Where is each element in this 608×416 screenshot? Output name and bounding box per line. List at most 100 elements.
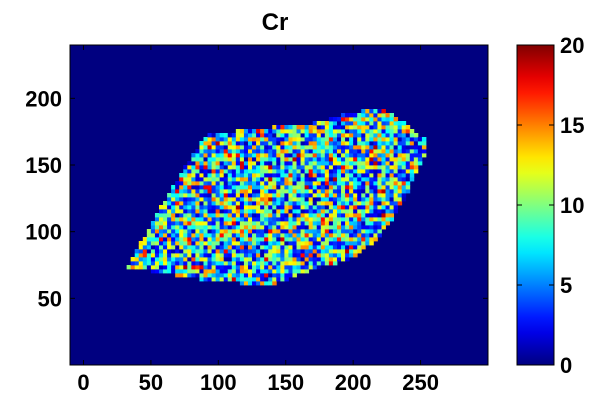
heatmap-cell (381, 185, 386, 190)
heatmap-cell (207, 181, 212, 186)
heatmap-cell (211, 201, 217, 206)
heatmap-cell (195, 193, 200, 198)
heatmap-cell (207, 245, 212, 250)
heatmap-cell (256, 173, 261, 178)
heatmap-cell (268, 161, 273, 166)
heatmap-cell (195, 261, 200, 266)
heatmap-cell (215, 149, 221, 154)
heatmap-cell (373, 233, 378, 238)
heatmap-cell (373, 149, 378, 154)
heatmap-cell (369, 181, 374, 186)
heatmap-cell (243, 161, 249, 166)
heatmap-cell (304, 257, 310, 262)
heatmap-cell (385, 121, 390, 126)
heatmap-cell (247, 253, 253, 258)
heatmap-cell (284, 265, 289, 270)
heatmap-cell (401, 193, 407, 198)
heatmap-cell (215, 269, 221, 274)
heatmap-cell (227, 221, 233, 226)
heatmap-cell (264, 149, 269, 154)
heatmap-cell (332, 217, 338, 222)
heatmap-cell (405, 149, 411, 154)
heatmap-cell (171, 233, 176, 238)
heatmap-cell (211, 185, 217, 190)
heatmap-cell (203, 161, 208, 166)
heatmap-cell (276, 141, 281, 146)
heatmap-cell (397, 177, 403, 182)
heatmap-cell (243, 149, 249, 154)
heatmap-cell (231, 169, 237, 174)
heatmap-cell (252, 281, 257, 286)
heatmap-cell (405, 133, 411, 138)
heatmap-cell (284, 197, 289, 202)
heatmap-cell (203, 209, 208, 214)
heatmap-cell (324, 245, 330, 250)
heatmap-cell (397, 169, 403, 174)
heatmap-cell (332, 141, 338, 146)
chart-title: Cr (262, 9, 289, 36)
heatmap-cell (328, 213, 334, 218)
heatmap-cell (292, 201, 297, 206)
heatmap-cell (385, 129, 390, 134)
heatmap-cell (353, 149, 358, 154)
heatmap-cell (191, 269, 196, 274)
heatmap-cell (179, 269, 184, 274)
heatmap-cell (349, 141, 354, 146)
heatmap-cell (332, 129, 338, 134)
heatmap-cell (349, 133, 354, 138)
heatmap-cell (231, 165, 237, 170)
heatmap-cell (215, 205, 221, 210)
heatmap-cell (256, 133, 261, 138)
heatmap-cell (146, 261, 152, 266)
heatmap-cell (227, 205, 233, 210)
heatmap-cell (211, 205, 217, 210)
heatmap-cell (401, 181, 407, 186)
heatmap-cell (316, 125, 322, 130)
heatmap-cell (219, 201, 225, 206)
heatmap-cell (349, 225, 354, 230)
heatmap-cell (389, 117, 395, 122)
heatmap-cell (227, 261, 233, 266)
heatmap-cell (207, 229, 212, 234)
heatmap-cell (349, 117, 354, 122)
heatmap-cell (336, 133, 342, 138)
heatmap-cell (223, 161, 229, 166)
heatmap-cell (171, 261, 176, 266)
heatmap-cell (288, 177, 293, 182)
heatmap-cell (336, 245, 342, 250)
heatmap-cell (316, 253, 322, 258)
heatmap-cell (207, 137, 212, 142)
heatmap-cell (296, 213, 301, 218)
heatmap-cell (328, 117, 334, 122)
heatmap-cell (276, 217, 281, 222)
heatmap-cell (256, 253, 261, 258)
heatmap-cell (284, 145, 289, 150)
heatmap-cell (268, 237, 273, 242)
heatmap-cell (227, 277, 233, 282)
heatmap-cell (231, 161, 237, 166)
heatmap-cell (203, 201, 208, 206)
heatmap-cell (304, 177, 310, 182)
heatmap-cell (203, 145, 208, 150)
heatmap-cell (341, 217, 346, 222)
heatmap-cell (373, 221, 378, 226)
heatmap-cell (361, 109, 366, 114)
heatmap-cell (256, 265, 261, 270)
heatmap-cell (296, 165, 301, 170)
heatmap-cell (328, 161, 334, 166)
heatmap-cell (146, 229, 152, 234)
heatmap-cell (211, 141, 217, 146)
heatmap-cell (357, 229, 362, 234)
heatmap-cell (280, 141, 285, 146)
heatmap-cell (369, 145, 374, 150)
heatmap-cell (332, 145, 338, 150)
heatmap-cell (316, 197, 322, 202)
heatmap-cell (296, 197, 301, 202)
heatmap-cell (353, 233, 358, 238)
heatmap-cell (365, 117, 370, 122)
heatmap-cell (341, 249, 346, 254)
heatmap-cell (357, 193, 362, 198)
heatmap-cell (292, 225, 297, 230)
heatmap-cell (405, 173, 411, 178)
heatmap-cell (413, 149, 419, 154)
